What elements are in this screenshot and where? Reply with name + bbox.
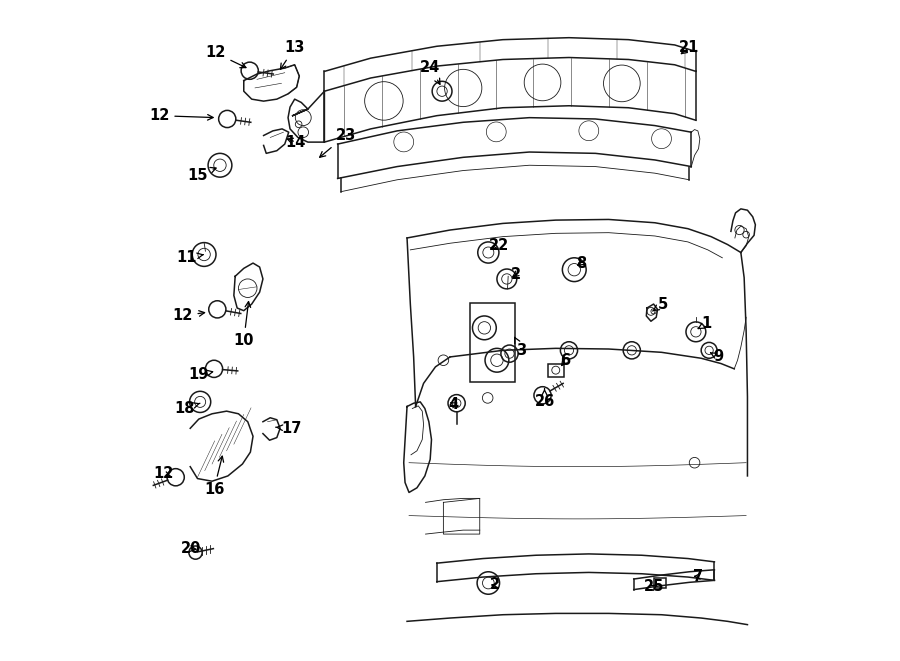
Text: 15: 15 xyxy=(187,167,216,182)
Text: 12: 12 xyxy=(154,467,174,481)
Text: 17: 17 xyxy=(275,421,302,436)
Text: 20: 20 xyxy=(181,541,201,556)
Text: 2: 2 xyxy=(490,578,500,592)
Text: 12: 12 xyxy=(172,309,204,323)
Bar xyxy=(548,364,563,377)
Text: 25: 25 xyxy=(644,580,664,594)
Text: 5: 5 xyxy=(652,297,668,311)
Text: 21: 21 xyxy=(680,40,699,55)
Text: 3: 3 xyxy=(515,337,526,358)
Text: 2: 2 xyxy=(511,267,521,282)
Text: 6: 6 xyxy=(561,353,571,368)
Text: 9: 9 xyxy=(710,350,724,364)
Bar xyxy=(470,303,515,382)
Text: 14: 14 xyxy=(286,135,306,149)
Text: 16: 16 xyxy=(203,456,224,496)
Text: 10: 10 xyxy=(233,301,254,348)
Bar xyxy=(654,578,666,588)
Text: 12: 12 xyxy=(149,108,213,123)
Text: 23: 23 xyxy=(320,128,356,157)
Text: 1: 1 xyxy=(698,317,712,331)
Text: 7: 7 xyxy=(694,569,704,584)
Text: 24: 24 xyxy=(420,60,440,85)
Text: 8: 8 xyxy=(576,256,586,270)
Text: 26: 26 xyxy=(535,389,554,409)
Text: 19: 19 xyxy=(189,368,212,382)
Text: 11: 11 xyxy=(176,251,203,265)
Text: 13: 13 xyxy=(281,40,305,69)
Text: 22: 22 xyxy=(489,239,509,253)
Text: 12: 12 xyxy=(205,46,246,67)
Text: 18: 18 xyxy=(174,401,200,416)
Text: 4: 4 xyxy=(448,397,458,412)
